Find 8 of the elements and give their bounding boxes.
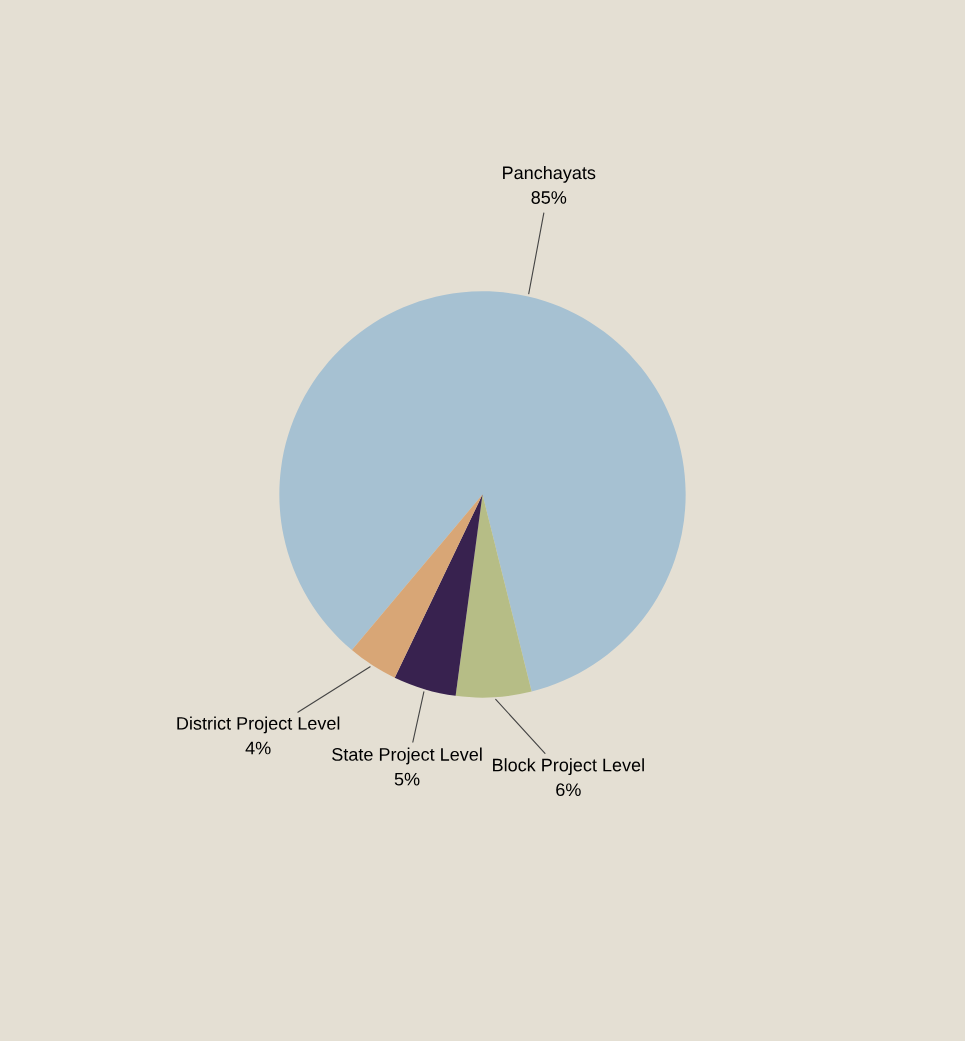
data-label: 4% [245,741,271,755]
data-label: 5% [394,772,420,786]
data-label: 6% [556,783,581,797]
slice-label: Panchayats [503,165,596,183]
data-label: 85% [531,191,567,204]
slice-label: Block Project Level [493,758,644,775]
slice-label: State Project Level [332,747,482,765]
slice-label: District Project Level [177,716,340,734]
